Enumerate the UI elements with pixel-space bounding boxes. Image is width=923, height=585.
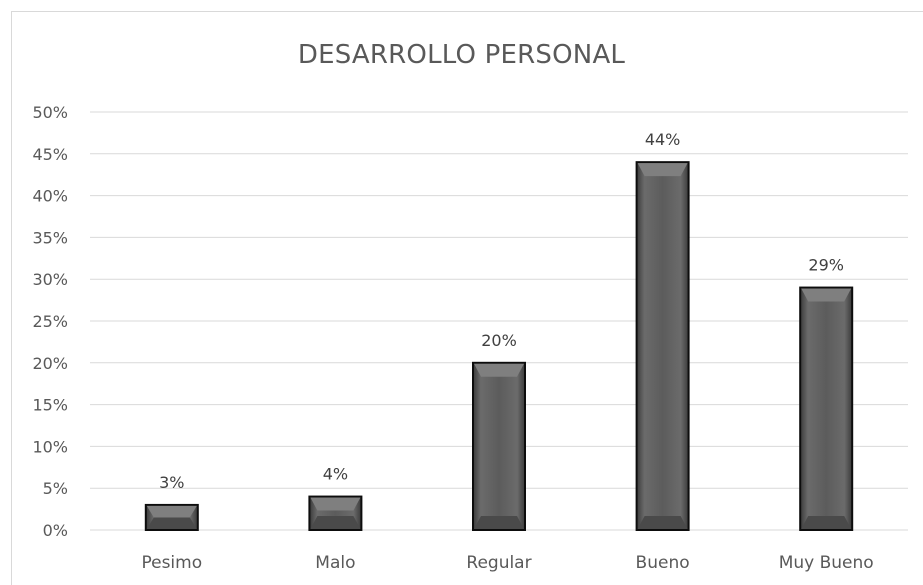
bar-body [799, 286, 854, 531]
bar-bevel-top [310, 497, 361, 511]
data-label: 3% [159, 473, 184, 492]
x-axis-category-labels: Pesimo Malo Regular Bueno Muy Bueno [141, 553, 873, 573]
bar-bevel-top [146, 505, 197, 518]
chart-frame [11, 11, 923, 585]
bar-bevel-bottom [146, 517, 197, 529]
bar [308, 495, 363, 531]
data-label: 20% [481, 331, 517, 350]
category-label: Pesimo [141, 553, 202, 573]
data-labels: 3% 4% 20% 44% 29% [159, 130, 844, 492]
y-tick-label: 25% [32, 312, 68, 331]
bar-bevel-bottom [637, 516, 688, 529]
bar [635, 161, 690, 531]
bars [144, 161, 854, 532]
y-tick-label: 15% [32, 396, 68, 415]
bar-body [635, 161, 690, 531]
bar [144, 503, 199, 532]
y-tick-label: 20% [32, 354, 68, 373]
chart-title: DESARROLLO PERSONAL [297, 40, 626, 70]
category-label: Bueno [636, 553, 690, 573]
bar-bevel-top [474, 363, 524, 377]
y-tick-label: 50% [32, 103, 68, 122]
category-label: Regular [466, 553, 531, 573]
category-label: Malo [315, 553, 355, 573]
y-tick-label: 35% [32, 228, 68, 247]
bar-bevel-bottom [310, 516, 361, 529]
bar [472, 361, 526, 531]
data-label: 44% [645, 130, 681, 149]
category-label: Muy Bueno [779, 553, 874, 573]
data-label: 29% [808, 256, 844, 275]
y-axis-tick-labels: 0% 5% 10% 15% 20% 25% 30% 35% 40% 45% 50% [32, 103, 68, 540]
bar [799, 286, 854, 531]
y-tick-label: 0% [43, 521, 68, 540]
bar-bevel-bottom [474, 516, 524, 529]
bar-bevel-top [801, 288, 852, 302]
y-tick-label: 10% [32, 437, 68, 456]
y-tick-label: 5% [43, 479, 68, 498]
y-tick-label: 30% [32, 270, 68, 289]
y-tick-label: 40% [32, 187, 68, 206]
bar-body [472, 361, 526, 531]
y-tick-label: 45% [32, 145, 68, 164]
bar-bevel-top [637, 163, 688, 177]
bar-bevel-bottom [801, 516, 852, 529]
data-label: 4% [323, 465, 348, 484]
